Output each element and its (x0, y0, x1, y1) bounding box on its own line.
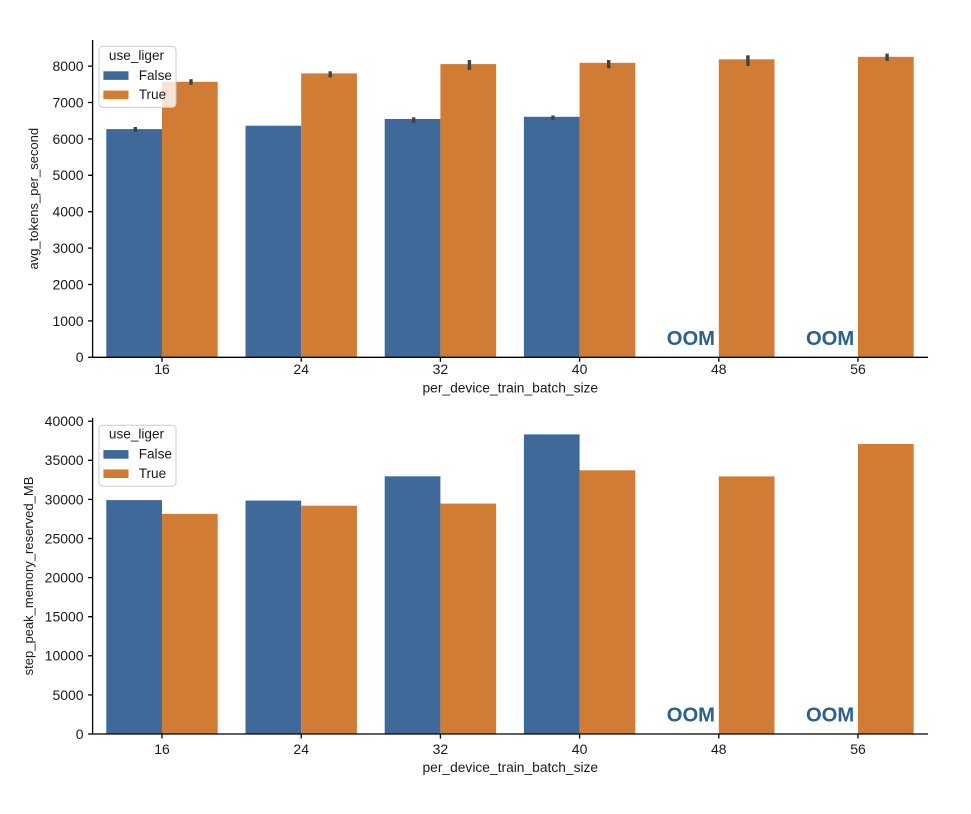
svg-text:32: 32 (433, 361, 449, 377)
svg-text:7000: 7000 (52, 94, 83, 110)
svg-text:40: 40 (572, 361, 588, 377)
svg-text:20000: 20000 (45, 570, 84, 586)
svg-text:10000: 10000 (45, 648, 84, 664)
svg-text:5000: 5000 (52, 687, 83, 703)
svg-text:16: 16 (154, 361, 170, 377)
svg-text:True: True (139, 466, 166, 481)
svg-text:step_peak_memory_reserved_MB: step_peak_memory_reserved_MB (21, 477, 36, 676)
svg-text:2000: 2000 (52, 276, 83, 292)
svg-text:OOM: OOM (667, 705, 715, 727)
svg-text:4000: 4000 (52, 204, 83, 220)
svg-text:8000: 8000 (52, 58, 83, 74)
svg-text:OOM: OOM (667, 328, 715, 350)
svg-text:15000: 15000 (45, 609, 84, 625)
svg-text:1000: 1000 (52, 313, 83, 329)
svg-text:per_device_train_batch_size: per_device_train_batch_size (422, 380, 598, 395)
svg-text:56: 56 (850, 361, 866, 377)
svg-text:use_liger: use_liger (109, 48, 165, 63)
svg-text:40: 40 (572, 741, 588, 757)
svg-text:0: 0 (76, 349, 84, 365)
svg-text:24: 24 (293, 741, 309, 757)
svg-text:5000: 5000 (52, 167, 83, 183)
svg-text:0: 0 (76, 726, 84, 742)
svg-text:40000: 40000 (45, 413, 84, 429)
svg-text:per_device_train_batch_size: per_device_train_batch_size (422, 760, 598, 775)
svg-text:use_liger: use_liger (109, 427, 165, 442)
svg-text:35000: 35000 (45, 452, 84, 468)
svg-text:avg_tokens_per_second: avg_tokens_per_second (26, 128, 41, 270)
svg-text:56: 56 (850, 741, 866, 757)
svg-text:32: 32 (433, 741, 449, 757)
svg-text:25000: 25000 (45, 530, 84, 546)
svg-text:False: False (139, 68, 172, 83)
svg-text:16: 16 (154, 741, 170, 757)
svg-text:6000: 6000 (52, 131, 83, 147)
svg-text:3000: 3000 (52, 240, 83, 256)
svg-text:False: False (139, 447, 172, 462)
svg-text:48: 48 (711, 741, 727, 757)
svg-text:24: 24 (293, 361, 309, 377)
svg-text:48: 48 (711, 361, 727, 377)
svg-text:OOM: OOM (806, 328, 854, 350)
svg-text:True: True (139, 87, 166, 102)
svg-text:OOM: OOM (806, 705, 854, 727)
svg-text:30000: 30000 (45, 491, 84, 507)
